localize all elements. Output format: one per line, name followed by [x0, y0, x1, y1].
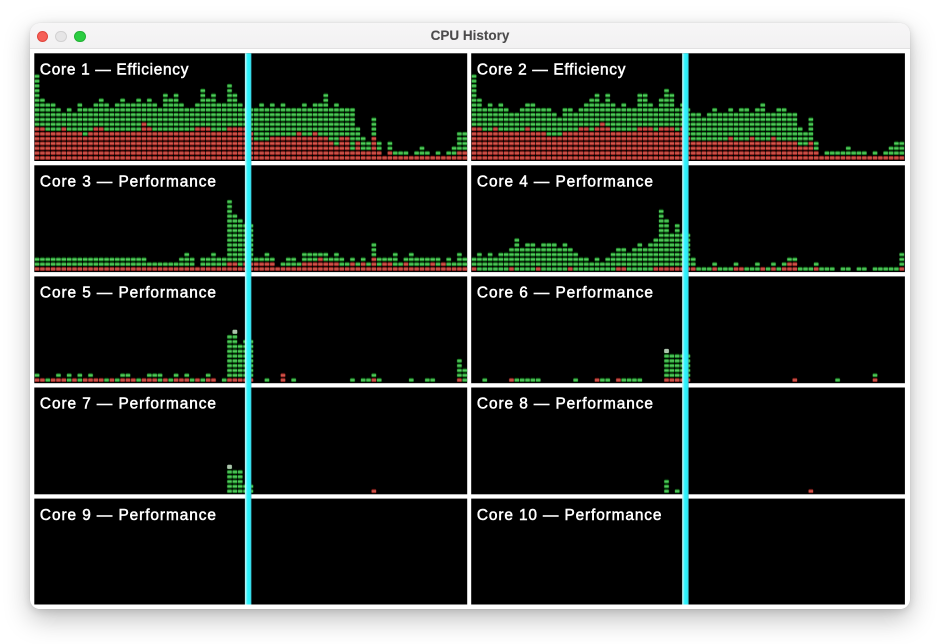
svg-text:Core 6 — Performance: Core 6 — Performance	[477, 285, 653, 302]
svg-text:Core 7 — Performance: Core 7 — Performance	[40, 396, 216, 413]
svg-text:Core 1 — Efficiency: Core 1 — Efficiency	[40, 62, 189, 79]
svg-text:Core 8 — Performance: Core 8 — Performance	[477, 396, 653, 413]
svg-text:Core 2 — Efficiency: Core 2 — Efficiency	[477, 62, 626, 79]
svg-text:Core 10 — Performance: Core 10 — Performance	[477, 507, 662, 524]
svg-text:Core 9 — Performance: Core 9 — Performance	[40, 507, 216, 524]
svg-text:Core 5 — Performance: Core 5 — Performance	[40, 285, 216, 302]
svg-text:Core 4 — Performance: Core 4 — Performance	[477, 174, 653, 191]
svg-text:Core 3 — Performance: Core 3 — Performance	[40, 174, 216, 191]
